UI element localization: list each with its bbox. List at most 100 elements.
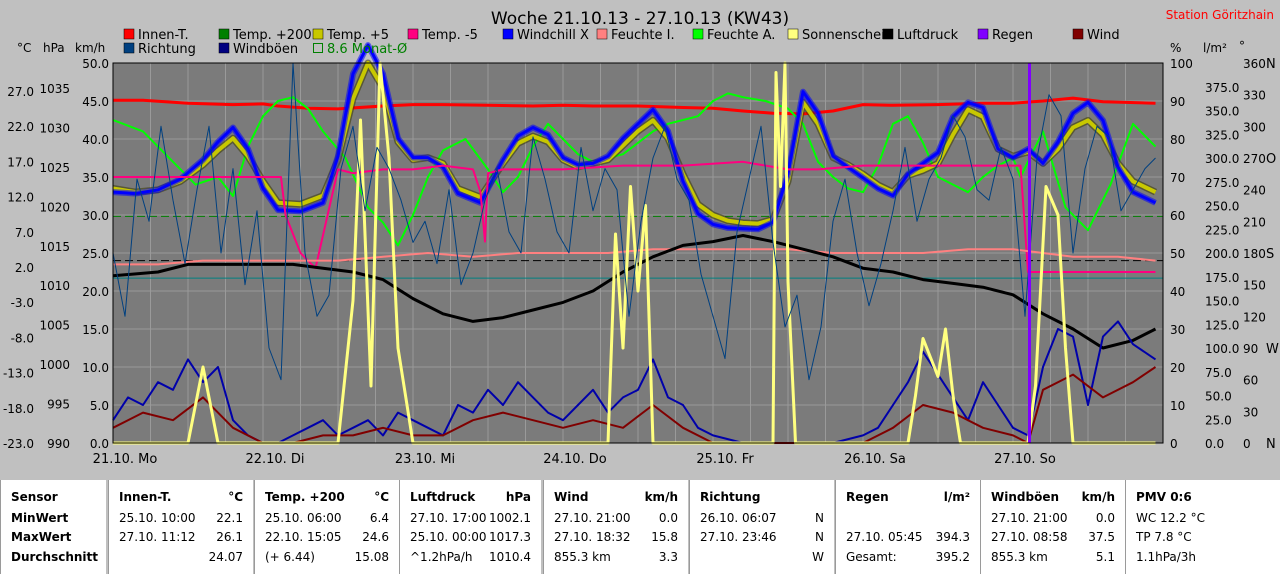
summary-row: 25.10. 00:00 1017.3 bbox=[410, 530, 531, 546]
summary-cell-value: 37.5 bbox=[1088, 530, 1115, 544]
tick-label-lm2: 100.0 bbox=[1205, 342, 1239, 356]
legend-label: Temp. -5 bbox=[421, 28, 478, 43]
tick-label-kmh: 10.0 bbox=[82, 361, 109, 375]
tick-label-lm2: 175.0 bbox=[1205, 271, 1239, 285]
summary-cell-label: MaxWert bbox=[11, 530, 72, 544]
summary-column-header: Sensor bbox=[11, 490, 96, 506]
x-tick-label: 26.10. Sa bbox=[844, 452, 906, 467]
legend-swatch bbox=[502, 28, 514, 40]
summary-row: MaxWert bbox=[11, 530, 96, 546]
tick-label-kmh: 45.0 bbox=[82, 95, 109, 109]
tick-label-degree: 360 bbox=[1243, 57, 1266, 71]
tick-label-kmh: 35.0 bbox=[82, 171, 109, 185]
summary-cell-value: 22.1 bbox=[216, 511, 243, 525]
tick-label-compass: N bbox=[1266, 57, 1276, 72]
tick-label-lm2: 350.0 bbox=[1205, 105, 1239, 119]
summary-header-label: Windböen bbox=[991, 490, 1059, 504]
tick-label-percent: 10 bbox=[1170, 399, 1185, 413]
tick-label-degree: 150 bbox=[1243, 279, 1266, 293]
tick-label-degree: 210 bbox=[1243, 215, 1266, 229]
legend-swatch bbox=[218, 28, 230, 40]
legend-swatch bbox=[123, 42, 135, 54]
tick-label-degree: 120 bbox=[1243, 310, 1266, 324]
tick-label-celsius: 17.0 bbox=[7, 155, 34, 169]
tick-label-kmh: 30.0 bbox=[82, 209, 109, 223]
summary-header-label: Richtung bbox=[700, 490, 761, 504]
axis-unit-hpa: hPa bbox=[43, 41, 65, 55]
tick-label-lm2: 200.0 bbox=[1205, 247, 1239, 261]
summary-row: 25.10. 06:00 6.4 bbox=[265, 511, 389, 527]
summary-cell-label: 25.10. 06:00 bbox=[265, 511, 342, 525]
series-line bbox=[113, 96, 1156, 116]
tick-label-degree: 90 bbox=[1243, 342, 1258, 356]
summary-row: 26.10. 06:07 N bbox=[700, 511, 824, 527]
summary-row: 27.10. 18:32 15.8 bbox=[554, 530, 678, 546]
x-tick-label: 25.10. Fr bbox=[696, 452, 754, 467]
summary-cell-value: 1002.1 bbox=[489, 511, 531, 525]
summary-cell-value: 0.0 bbox=[1095, 511, 1115, 525]
summary-cell-label: ^1.2hPa/h bbox=[410, 550, 473, 564]
tick-label-kmh: 5.0 bbox=[90, 399, 109, 413]
legend-swatch bbox=[882, 28, 894, 40]
summary-column-header: Luftdruck hPa bbox=[410, 490, 531, 506]
tick-label-degree: 30 bbox=[1243, 405, 1258, 419]
summary-cell-label: 27.10. 23:46 bbox=[700, 530, 777, 544]
summary-row: 22.10. 15:05 24.6 bbox=[265, 530, 389, 546]
series-line bbox=[112, 92, 1157, 247]
tick-label-lm2: 300.0 bbox=[1205, 152, 1239, 166]
tick-label-lm2: 225.0 bbox=[1205, 223, 1239, 237]
legend-label: Wind bbox=[1087, 28, 1120, 43]
tick-label-lm2: 375.0 bbox=[1205, 81, 1239, 95]
tick-label-percent: 40 bbox=[1170, 285, 1185, 299]
summary-row: 24.07 bbox=[119, 550, 243, 566]
summary-column: Sensor MinWert MaxWert Durchschnitt bbox=[0, 480, 106, 574]
summary-cell-value: 1010.4 bbox=[489, 550, 531, 564]
summary-column: Regen l/m² 27.10. 05:45 394.3 Gesamt: 395.2 bbox=[835, 480, 980, 574]
tick-label-degree: 330 bbox=[1243, 89, 1266, 103]
tick-label-hpa: 1010 bbox=[39, 279, 70, 293]
summary-header-label: Sensor bbox=[11, 490, 58, 504]
legend-label: Windböen bbox=[233, 42, 298, 57]
summary-column: Luftdruck hPa 27.10. 17:00 1002.1 25.10. 00:… bbox=[399, 480, 541, 574]
summary-cell-label: 27.10. 05:45 bbox=[846, 530, 923, 544]
summary-cell-value: N bbox=[815, 530, 824, 544]
summary-header-label: Innen-T. bbox=[119, 490, 172, 504]
tick-label-celsius: 27.0 bbox=[7, 85, 34, 99]
summary-row: W bbox=[700, 550, 824, 566]
summary-column: PMV 0:6 WC 12.2 °C TP 7.8 °C 1.1hPa/3h bbox=[1125, 480, 1280, 574]
tick-label-celsius: 12.0 bbox=[7, 191, 34, 205]
summary-cell-label: WC 12.2 °C bbox=[1136, 511, 1205, 525]
summary-cell-value: W bbox=[812, 550, 824, 564]
summary-row: Durchschnitt bbox=[11, 550, 98, 566]
tick-label-percent: 60 bbox=[1170, 209, 1185, 223]
tick-label-lm2: 75.0 bbox=[1205, 366, 1232, 380]
tick-label-kmh: 20.0 bbox=[82, 285, 109, 299]
summary-header-unit: hPa bbox=[505, 490, 531, 504]
summary-table: Sensor MinWert MaxWert Durchschnitt Innen-T.… bbox=[0, 480, 1280, 574]
summary-row: 27.10. 21:00 0.0 bbox=[554, 511, 678, 527]
tick-label-percent: 50 bbox=[1170, 247, 1185, 261]
summary-row: MinWert bbox=[11, 511, 96, 527]
legend-swatch bbox=[787, 28, 799, 40]
summary-row: 27.10. 08:58 37.5 bbox=[991, 530, 1115, 546]
summary-column: Windböen km/h 27.10. 21:00 0.0 27.10. 08:58 3… bbox=[980, 480, 1125, 574]
summary-column-header: Richtung bbox=[700, 490, 824, 506]
axis-unit-percent: % bbox=[1170, 41, 1181, 55]
tick-label-compass: S bbox=[1266, 247, 1274, 262]
tick-label-hpa: 990 bbox=[47, 437, 70, 451]
tick-label-hpa: 1030 bbox=[39, 121, 70, 135]
plot-border bbox=[112, 62, 1164, 444]
summary-column: Wind km/h 27.10. 21:00 0.0 27.10. 18:32 15.8 8… bbox=[543, 480, 688, 574]
summary-header-label: Wind bbox=[554, 490, 589, 504]
legend-label: Sonnenschei bbox=[802, 28, 885, 43]
tick-label-celsius: -3.0 bbox=[11, 296, 34, 310]
summary-header-unit: km/h bbox=[644, 490, 678, 504]
axis-unit-lm2: l/m² bbox=[1203, 41, 1227, 55]
summary-header-label: Regen bbox=[846, 490, 889, 504]
tick-label-lm2: 250.0 bbox=[1205, 200, 1239, 214]
summary-header-label: PMV 0:6 bbox=[1136, 490, 1192, 504]
series-line bbox=[112, 43, 1157, 231]
legend-swatch bbox=[313, 43, 323, 53]
summary-header-unit: l/m² bbox=[943, 490, 970, 504]
summary-cell-label: 27.10. 11:12 bbox=[119, 530, 196, 544]
